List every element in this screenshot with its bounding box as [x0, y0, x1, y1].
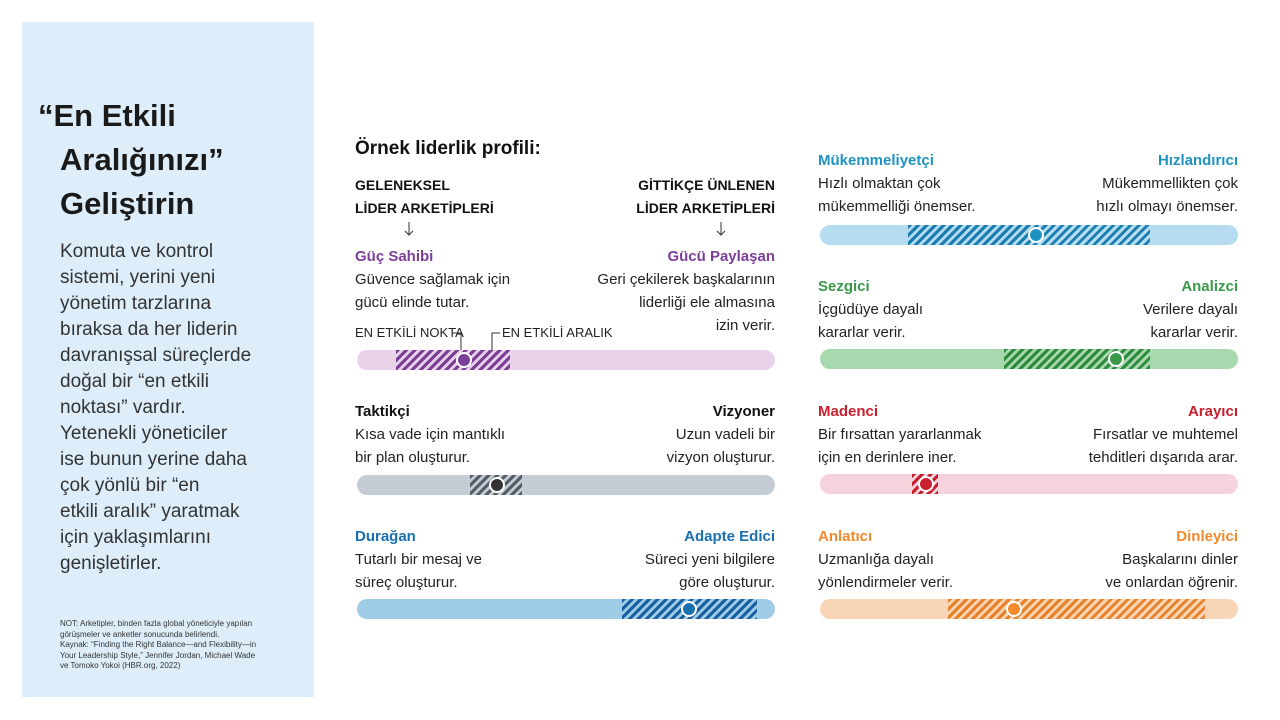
sweet-spot — [918, 476, 934, 492]
sidebar-note: görüşmeler ve anketler sonucunda belirle… — [60, 629, 220, 639]
sweet-spot — [489, 477, 505, 493]
archetype-header: LİDER ARKETİPLERİ — [355, 200, 494, 216]
right-desc: Başkalarını dinler — [1122, 551, 1238, 568]
left-desc: yönlendirmeler verir. — [818, 574, 954, 591]
sidebar-body: bıraksa da her liderin — [60, 319, 238, 340]
sidebar-body: genişletirler. — [60, 553, 162, 574]
right-desc: liderliği ele almasına — [639, 294, 775, 311]
right-name: Dinleyici — [1176, 528, 1238, 545]
archetype-header: LİDER ARKETİPLERİ — [636, 200, 775, 216]
left-name: Mükemmeliyetçi — [818, 152, 934, 169]
sidebar-note: ve Tomoko Yokoi (HBR.org, 2022) — [60, 661, 181, 670]
right-name: Gücü Paylaşan — [667, 248, 775, 265]
right-desc: izin verir. — [715, 317, 775, 334]
right-desc: Geri çekilerek başkalarının — [597, 271, 775, 288]
left-desc: Tutarlı bir mesaj ve — [355, 551, 482, 568]
sweet-spot — [681, 601, 697, 617]
effective-range — [1004, 349, 1150, 369]
right-name: Hızlandırıcı — [1157, 152, 1238, 169]
left-name: Taktikçi — [355, 403, 410, 420]
left-desc: İçgüdüye dayalı — [818, 301, 924, 318]
left-desc: süreç oluşturur. — [355, 574, 458, 591]
sidebar-body: Yetenekli yöneticiler — [60, 423, 228, 444]
left-name: Madenci — [818, 403, 879, 420]
sidebar-note: Kaynak: “Finding the Right Balance—and F… — [60, 640, 257, 649]
right-desc: Uzun vadeli bir — [675, 426, 775, 443]
sweet-spot — [1028, 227, 1044, 243]
marker-label: EN ETKİLİ ARALIK — [502, 325, 613, 340]
right-desc: kararlar verir. — [1150, 324, 1238, 341]
sidebar-body: yönetim tarzlarına — [60, 293, 212, 314]
right-desc: Verilere dayalı — [1142, 301, 1238, 318]
sidebar-note: NOT: Arketipler, binden fazla global yön… — [60, 619, 253, 628]
right-desc: tehditleri dışarıda arar. — [1088, 449, 1238, 466]
archetype-header: GELENEKSEL — [355, 177, 450, 193]
right-desc: ve onlardan öğrenir. — [1105, 574, 1238, 591]
right-desc: hızlı olmayı önemser. — [1096, 198, 1238, 215]
sidebar-title: Geliştirin — [60, 186, 195, 221]
left-desc: mükemmelliği önemser. — [818, 198, 976, 215]
sidebar-body: davranışsal süreçlerde — [60, 345, 252, 366]
left-desc: Kısa vade için mantıklı — [355, 426, 506, 443]
left-desc: Güvence sağlamak için — [355, 271, 511, 288]
left-desc: Bir fırsattan yararlanmak — [818, 426, 982, 443]
right-name: Vizyoner — [712, 403, 775, 420]
right-desc: vizyon oluşturur. — [666, 449, 775, 466]
sidebar-body: etkili aralık” yaratmak — [60, 501, 240, 522]
range-bar — [357, 475, 775, 495]
left-name: Anlatıcı — [818, 528, 873, 545]
right-desc: Fırsatlar ve muhtemel — [1092, 426, 1238, 443]
sidebar-body: sistemi, yerini yeni — [60, 267, 216, 288]
sidebar-title: “En Etkili — [38, 98, 176, 133]
effective-range — [396, 350, 510, 370]
archetype-header: GİTTİKÇE ÜNLENEN — [638, 177, 775, 193]
range-bar — [820, 474, 1238, 494]
sidebar-body: noktası” vardır. — [60, 397, 186, 418]
left-name: Sezgici — [818, 278, 870, 295]
right-desc: Mükemmellikten çok — [1102, 175, 1238, 192]
right-desc: göre oluşturur. — [679, 574, 775, 591]
right-name: Adapte Edici — [684, 528, 775, 545]
left-name: Durağan — [355, 528, 416, 545]
sidebar — [22, 22, 314, 697]
left-desc: gücü elinde tutar. — [355, 294, 470, 311]
sidebar-body: doğal bir “en etkili — [60, 371, 209, 392]
left-desc: Hızlı olmaktan çok — [818, 175, 941, 192]
left-desc: bir plan oluşturur. — [355, 449, 471, 466]
sidebar-note: Your Leadership Style,” Jennifer Jordan,… — [60, 650, 256, 660]
sidebar-body: ise bunun yerine daha — [60, 449, 247, 470]
right-name: Analizci — [1181, 278, 1238, 295]
sidebar-title: Aralığınızı” — [60, 142, 224, 177]
sidebar-body: çok yönlü bir “en — [60, 475, 200, 496]
right-name: Arayıcı — [1187, 403, 1238, 420]
marker-label: EN ETKİLİ NOKTA — [355, 325, 464, 340]
profile-heading: Örnek liderlik profili: — [355, 138, 541, 159]
sweet-spot — [1006, 601, 1022, 617]
left-desc: Uzmanlığa dayalı — [818, 551, 934, 568]
sweet-spot — [1108, 351, 1124, 367]
sweet-spot — [456, 352, 472, 368]
right-desc: Süreci yeni bilgilere — [644, 551, 775, 568]
left-desc: için en derinlere iner. — [818, 449, 957, 466]
sidebar-body: için yaklaşımlarını — [60, 527, 211, 548]
left-name: Güç Sahibi — [355, 248, 434, 265]
left-desc: kararlar verir. — [818, 324, 906, 341]
effective-range — [948, 599, 1205, 619]
sidebar-body: Komuta ve kontrol — [60, 241, 214, 262]
